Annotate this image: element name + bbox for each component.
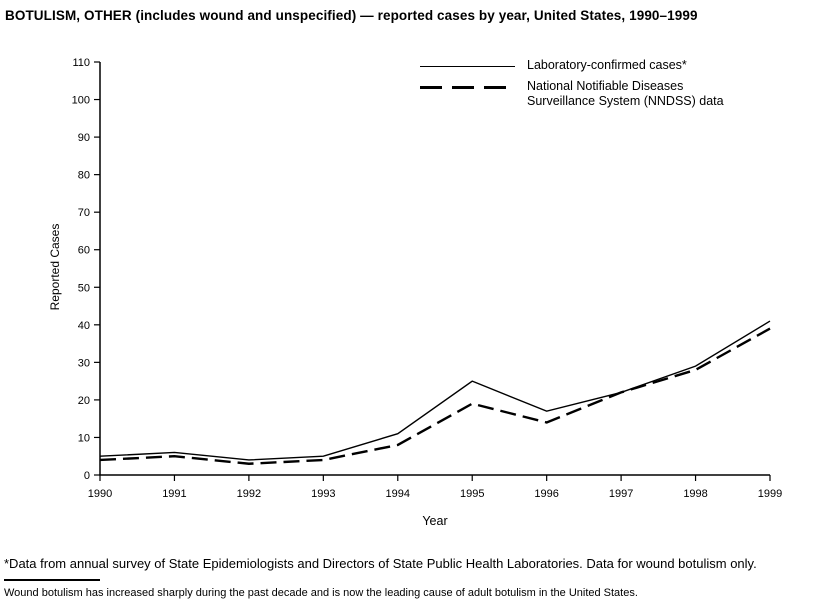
legend: Laboratory-confirmed cases* National Not… [420,58,732,115]
series-line-0 [99,320,771,461]
series-line-1 [99,327,771,465]
x-tick-label: 1999 [758,488,782,500]
y-tick-label: 60 [78,245,90,257]
x-tick-label: 1993 [311,488,335,500]
y-tick-label: 40 [78,320,90,332]
y-tick-label: 50 [78,282,90,294]
footnote-note: Wound botulism has increased sharply dur… [4,587,638,599]
y-tick-label: 10 [78,432,90,444]
y-tick-label: 30 [78,357,90,369]
dashed-line-swatch [420,85,515,89]
x-axis-label: Year [422,514,448,528]
y-tick-label: 100 [72,95,90,107]
x-tick-label: 1995 [460,488,484,500]
y-tick-label: 70 [78,207,90,219]
x-tick-label: 1992 [237,488,261,500]
legend-label-lab-confirmed: Laboratory-confirmed cases* [527,58,687,72]
x-tick-label: 1991 [162,488,186,500]
footnote-asterisk: *Data from annual survey of State Epidem… [4,556,757,571]
line-chart: 0 10 20 30 40 50 60 70 80 90 100 110 1990 1991 1992 199… [72,57,783,500]
y-axis-label: Reported Cases [48,223,62,311]
x-tick-label: 1990 [88,488,112,500]
x-tick-label: 1994 [386,488,410,500]
solid-line-swatch [420,66,515,67]
y-tick-label: 0 [84,470,90,482]
legend-item-nndss: National Notifiable Diseases Surveillanc… [420,79,732,110]
x-tick-label: 1998 [683,488,707,500]
y-tick-label: 90 [78,132,90,144]
legend-label-nndss: National Notifiable Diseases Surveillanc… [527,78,724,109]
x-tick-label: 1996 [534,488,558,500]
footnote-divider [4,579,100,581]
y-tick-label: 110 [72,57,90,69]
y-tick-label: 20 [78,395,90,407]
y-tick-label: 80 [78,170,90,182]
x-tick-label: 1997 [609,488,633,500]
chart-title: BOTULISM, OTHER (includes wound and unsp… [5,8,698,23]
legend-item-lab-confirmed: Laboratory-confirmed cases* [420,58,732,74]
